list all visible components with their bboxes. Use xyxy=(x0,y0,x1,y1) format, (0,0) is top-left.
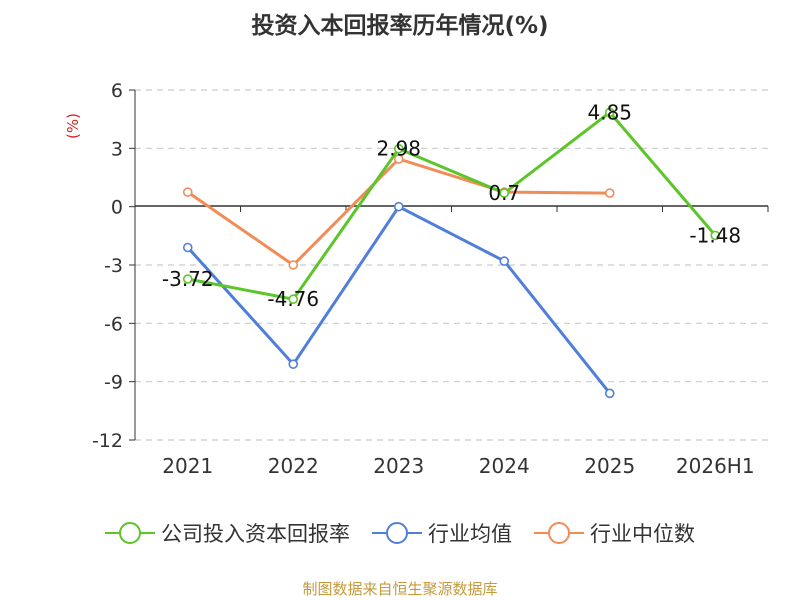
legend-label: 行业均值 xyxy=(428,522,512,546)
legend-label: 公司投入资本回报率 xyxy=(161,522,350,546)
grid-lines xyxy=(135,89,768,441)
data-label: 0.7 xyxy=(488,181,520,205)
legend-label: 行业中位数 xyxy=(590,522,695,546)
series-line-2 xyxy=(186,157,610,267)
data-point xyxy=(499,256,510,266)
data-point xyxy=(393,154,404,164)
x-tick-label: 2024 xyxy=(479,454,530,478)
data-label: -4.76 xyxy=(267,287,319,311)
data-label: -1.48 xyxy=(689,223,741,247)
data-point xyxy=(182,274,193,284)
data-point xyxy=(499,188,510,198)
legend-marker-icon xyxy=(534,522,584,544)
data-point xyxy=(604,388,615,399)
legend-marker-icon xyxy=(105,522,155,544)
x-tick-label: 2025 xyxy=(584,454,635,478)
data-point xyxy=(393,143,404,154)
y-tick-label: -3 xyxy=(104,255,123,277)
y-tick-label: -6 xyxy=(104,313,123,335)
data-point xyxy=(288,294,299,305)
y-tick-label: 6 xyxy=(111,80,123,102)
data-point xyxy=(393,201,404,212)
legend-item-industry-mean[interactable]: 行业均值 xyxy=(372,518,512,548)
y-tick-label: -12 xyxy=(92,430,123,452)
legend-marker-icon xyxy=(372,522,422,544)
legend-item-company-roic[interactable]: 公司投入资本回报率 xyxy=(105,518,350,548)
axes: 6 3 0 -3 -6 -9 -12 2021 2022 2023 2024 2025 2026H1 (%… xyxy=(64,80,769,478)
x-tick-label: 2022 xyxy=(268,454,319,478)
data-label: 2.98 xyxy=(376,137,421,161)
series-line-0 xyxy=(187,110,717,301)
legend-item-industry-median[interactable]: 行业中位数 xyxy=(534,518,695,548)
data-point xyxy=(182,242,193,253)
data-point xyxy=(182,187,193,197)
data-point xyxy=(604,188,615,198)
data-label: -3.72 xyxy=(162,267,214,291)
x-tick-label: 2021 xyxy=(162,454,213,478)
x-tick-label: 2023 xyxy=(373,454,424,478)
y-axis-label: (%) xyxy=(64,113,82,139)
data-point xyxy=(288,359,299,369)
y-tick-label: 0 xyxy=(111,197,123,219)
data-point xyxy=(710,230,721,241)
source-note: 制图数据来自恒生聚源数据库 xyxy=(302,580,498,598)
x-tick-label: 2026H1 xyxy=(676,454,755,478)
series-lines xyxy=(182,107,721,399)
chart-title: 投资入本回报率历年情况(%) xyxy=(251,13,549,39)
data-point xyxy=(604,107,615,118)
legend: 公司投入资本回报率 行业均值 行业中位数 xyxy=(0,518,800,548)
y-tick-label: -9 xyxy=(104,372,123,394)
data-point xyxy=(288,260,299,270)
data-labels: -3.72 -4.76 2.98 0.7 4.85 -1.48 xyxy=(162,100,741,311)
y-tick-label: 3 xyxy=(111,138,123,160)
data-label: 4.85 xyxy=(587,100,632,124)
